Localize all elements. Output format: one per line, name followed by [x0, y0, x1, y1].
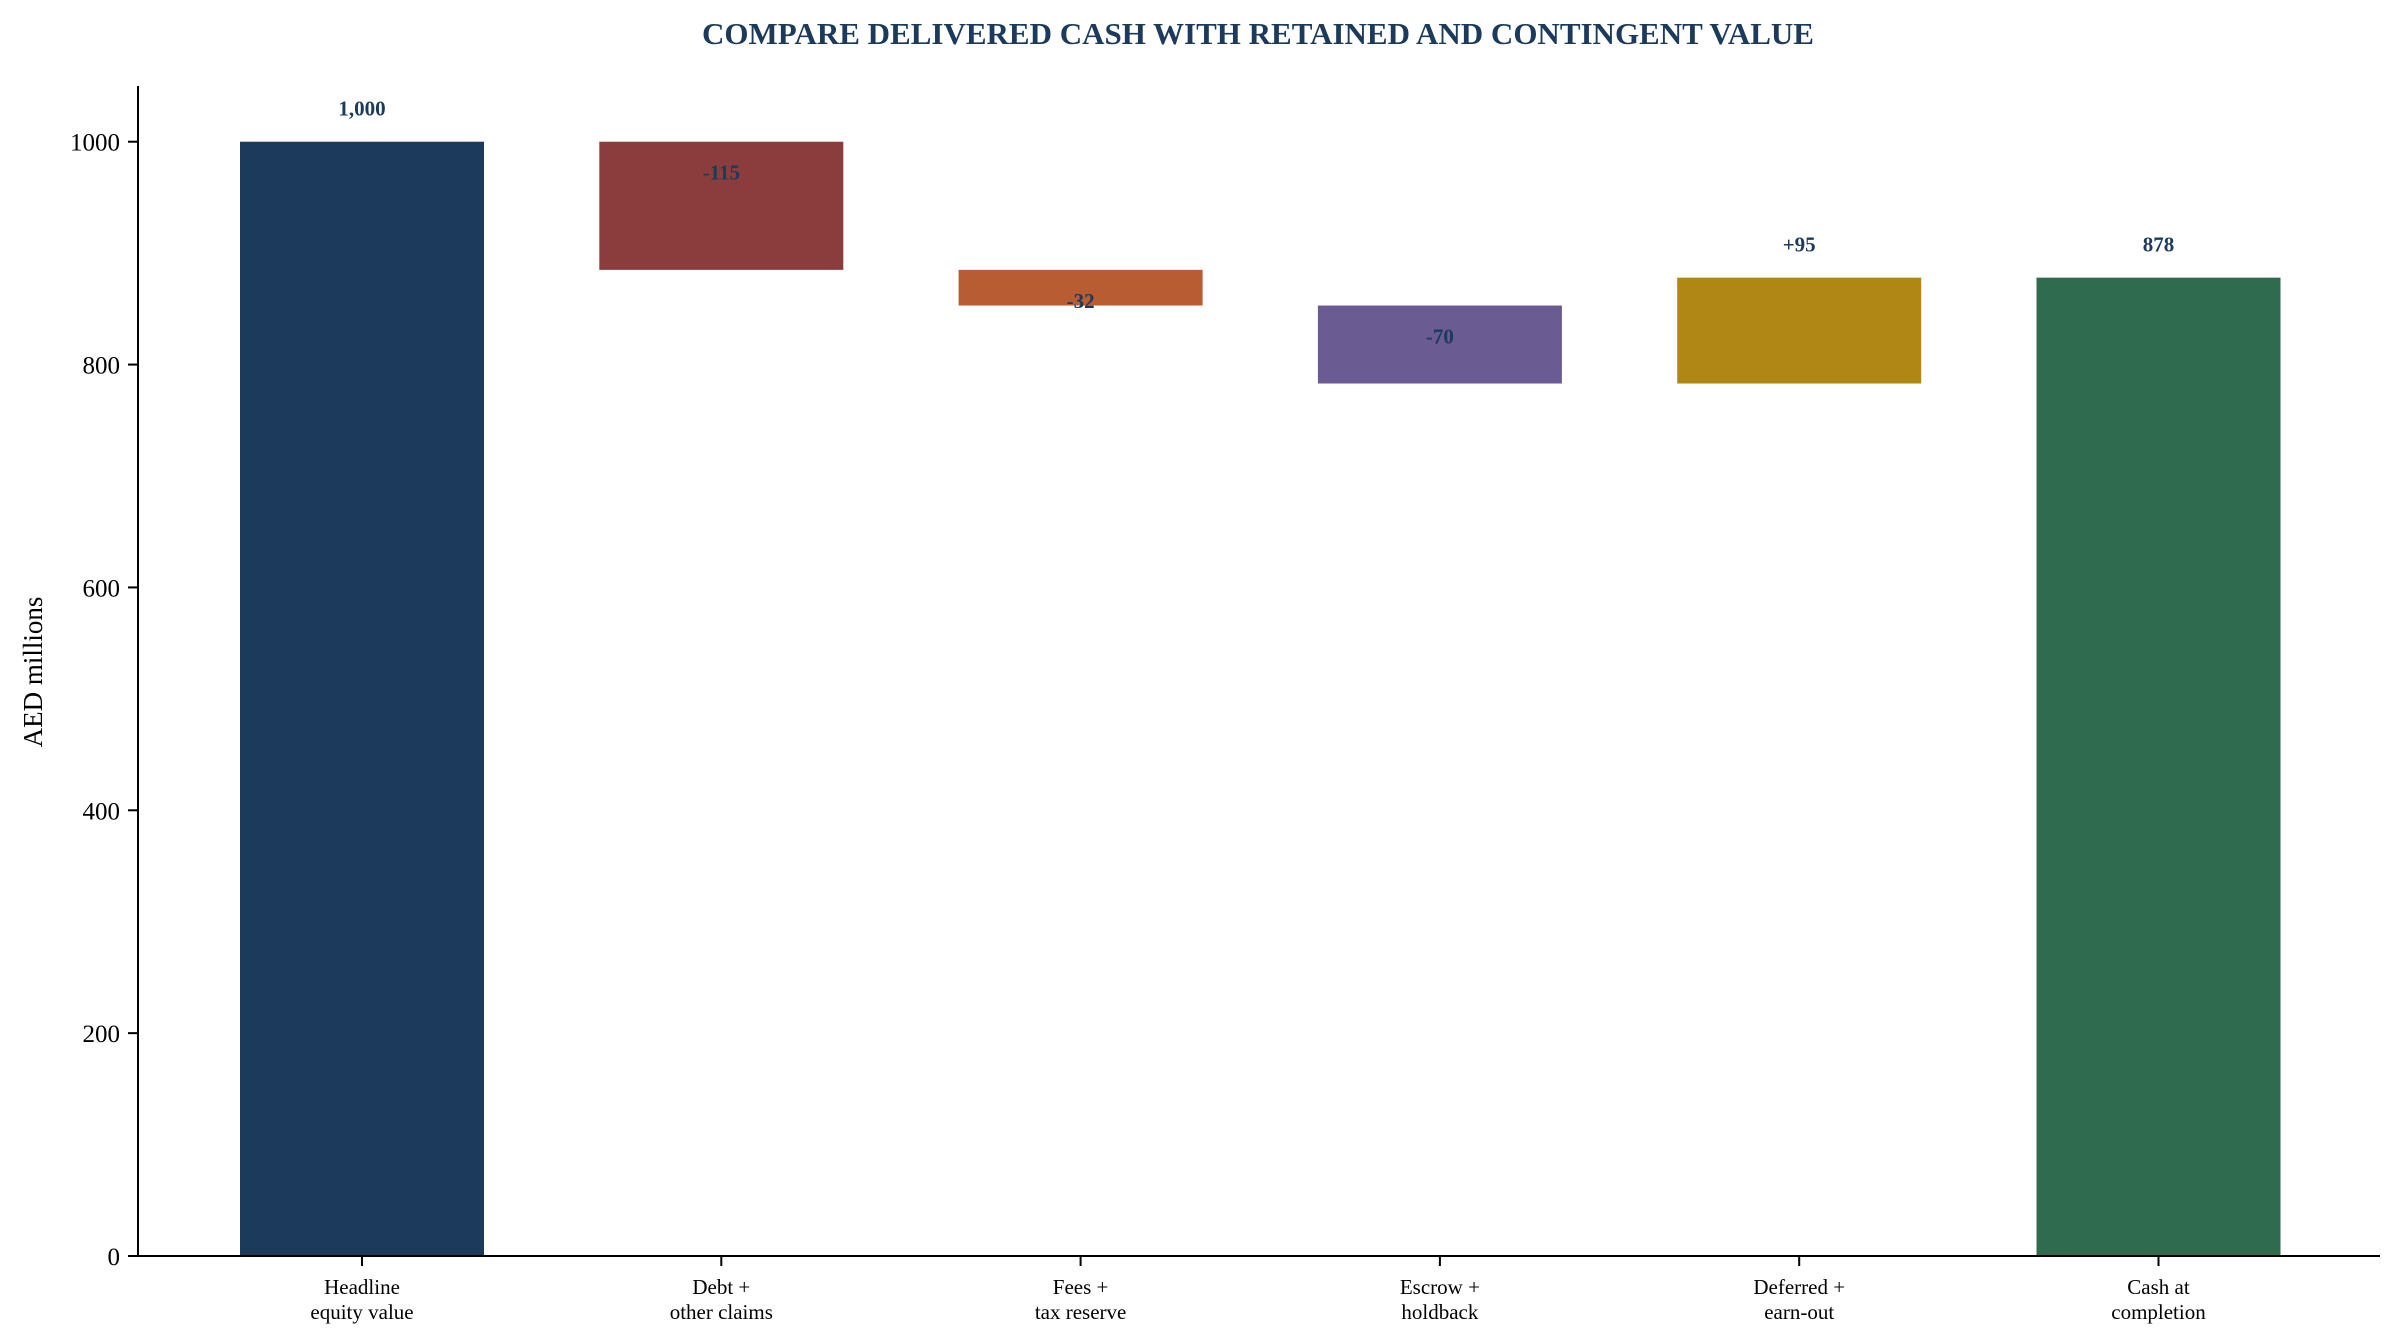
data-label-5: 878 [2143, 233, 2175, 257]
y-tick-label-5: 1000 [70, 130, 120, 157]
x-tick-label-line: Cash at [2127, 1275, 2190, 1299]
x-tick-label-line: equity value [310, 1300, 413, 1324]
x-tick-label-1: Debt + other claims [670, 1275, 773, 1324]
x-tick-label-line: earn-out [1764, 1300, 1834, 1324]
x-tick-label-2: Fees + tax reserve [1035, 1275, 1127, 1324]
y-tick-label-4: 800 [83, 353, 121, 380]
data-label-3: -70 [1426, 325, 1454, 349]
y-tick-label-0: 0 [108, 1244, 121, 1271]
bar-decrease-3 [1317, 305, 1562, 384]
bar-decrease-2 [958, 269, 1203, 306]
y-tick-label-1: 200 [83, 1021, 121, 1048]
chart-title: COMPARE DELIVERED CASH WITH RETAINED AND… [702, 16, 1814, 51]
x-axis: Headline equity value Debt + other claims Fe… [138, 1255, 2380, 1324]
x-tick-label-4: Deferred + earn-out [1753, 1275, 1845, 1324]
bar-decrease-1 [599, 141, 844, 270]
x-tick-label-5: Cash at completion [2111, 1275, 2206, 1324]
bar-total-0 [240, 141, 484, 1257]
x-tick-label-line: Deferred + [1753, 1275, 1845, 1299]
data-label-4: +95 [1783, 233, 1816, 257]
y-axis-label: AED millions [18, 597, 48, 748]
data-label-0: 1,000 [338, 97, 385, 121]
data-labels-layer: 1,000 -115 -32 -70 +95 878 [338, 97, 2174, 349]
x-tick-label-line: completion [2111, 1300, 2206, 1324]
data-label-2: -32 [1067, 289, 1095, 313]
bar-increase-4 [1677, 277, 1922, 384]
data-label-1: -115 [703, 161, 740, 185]
x-tick-label-3: Escrow + holdback [1400, 1275, 1480, 1324]
y-tick-label-3: 600 [83, 575, 121, 602]
x-tick-label-line: holdback [1401, 1300, 1478, 1324]
x-tick-label-line: Fees + [1053, 1275, 1109, 1299]
x-tick-label-0: Headline equity value [310, 1275, 413, 1324]
bar-total-5 [2036, 277, 2281, 1257]
x-tick-label-line: tax reserve [1035, 1300, 1127, 1324]
x-tick-label-line: other claims [670, 1300, 773, 1324]
x-tick-label-line: Escrow + [1400, 1275, 1480, 1299]
bars-layer [240, 141, 2281, 1257]
y-axis: 0 200 400 600 800 1000 [70, 86, 139, 1271]
y-tick-label-2: 400 [83, 798, 121, 825]
x-tick-label-line: Debt + [692, 1275, 750, 1299]
x-tick-label-line: Headline [324, 1275, 400, 1299]
